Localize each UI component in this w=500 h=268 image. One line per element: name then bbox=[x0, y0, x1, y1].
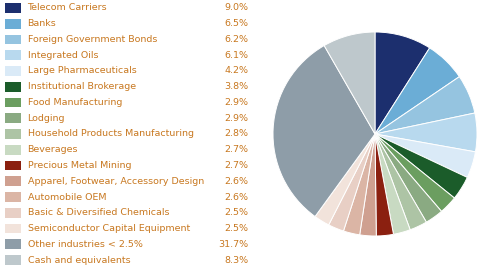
Text: Other industries < 2.5%: Other industries < 2.5% bbox=[28, 240, 142, 249]
Text: 6.5%: 6.5% bbox=[225, 19, 249, 28]
Text: Apparel, Footwear, Accessory Design: Apparel, Footwear, Accessory Design bbox=[28, 177, 204, 186]
Text: 2.7%: 2.7% bbox=[225, 161, 249, 170]
Text: 2.6%: 2.6% bbox=[225, 193, 249, 202]
Bar bbox=[5, 3, 21, 13]
Text: Institutional Brokerage: Institutional Brokerage bbox=[28, 82, 136, 91]
Bar bbox=[5, 66, 21, 76]
Text: Semiconductor Capital Equipment: Semiconductor Capital Equipment bbox=[28, 224, 190, 233]
Bar bbox=[5, 113, 21, 123]
Bar bbox=[5, 50, 21, 60]
Wedge shape bbox=[375, 134, 426, 230]
Text: Precious Metal Mining: Precious Metal Mining bbox=[28, 161, 131, 170]
Bar bbox=[5, 176, 21, 186]
Bar bbox=[5, 98, 21, 107]
Text: Automobile OEM: Automobile OEM bbox=[28, 193, 106, 202]
Text: 31.7%: 31.7% bbox=[218, 240, 249, 249]
Bar bbox=[5, 82, 21, 92]
Text: 8.3%: 8.3% bbox=[224, 256, 249, 265]
Wedge shape bbox=[273, 46, 375, 217]
Text: Beverages: Beverages bbox=[28, 145, 78, 154]
Text: Integrated Oils: Integrated Oils bbox=[28, 51, 98, 60]
Bar bbox=[5, 255, 21, 265]
Wedge shape bbox=[375, 48, 460, 134]
Wedge shape bbox=[375, 134, 468, 198]
Text: Food Manufacturing: Food Manufacturing bbox=[28, 98, 122, 107]
Wedge shape bbox=[375, 134, 476, 177]
Text: Lodging: Lodging bbox=[28, 114, 65, 123]
Text: 3.8%: 3.8% bbox=[224, 82, 249, 91]
Text: Basic & Diversified Chemicals: Basic & Diversified Chemicals bbox=[28, 208, 169, 217]
Wedge shape bbox=[315, 134, 375, 225]
Wedge shape bbox=[360, 134, 376, 236]
Bar bbox=[5, 161, 21, 170]
Bar bbox=[5, 145, 21, 155]
Wedge shape bbox=[375, 113, 477, 152]
Bar bbox=[5, 240, 21, 249]
Text: 2.9%: 2.9% bbox=[225, 114, 249, 123]
Text: 6.1%: 6.1% bbox=[225, 51, 249, 60]
Bar bbox=[5, 19, 21, 28]
Bar bbox=[5, 208, 21, 218]
Text: 2.8%: 2.8% bbox=[225, 129, 249, 139]
Wedge shape bbox=[375, 134, 410, 234]
Text: 2.9%: 2.9% bbox=[225, 98, 249, 107]
Text: Cash and equivalents: Cash and equivalents bbox=[28, 256, 130, 265]
Text: 2.6%: 2.6% bbox=[225, 177, 249, 186]
Text: Telecom Carriers: Telecom Carriers bbox=[28, 3, 107, 12]
Bar bbox=[5, 35, 21, 44]
Wedge shape bbox=[324, 32, 375, 134]
Text: Banks: Banks bbox=[28, 19, 56, 28]
Wedge shape bbox=[375, 134, 394, 236]
Text: Large Pharmaceuticals: Large Pharmaceuticals bbox=[28, 66, 136, 75]
Text: Household Products Manufacturing: Household Products Manufacturing bbox=[28, 129, 194, 139]
Text: 6.2%: 6.2% bbox=[225, 35, 249, 44]
Text: 2.7%: 2.7% bbox=[225, 145, 249, 154]
Text: Foreign Government Bonds: Foreign Government Bonds bbox=[28, 35, 157, 44]
Bar bbox=[5, 192, 21, 202]
Bar bbox=[5, 129, 21, 139]
Wedge shape bbox=[375, 32, 430, 134]
Wedge shape bbox=[344, 134, 375, 235]
Wedge shape bbox=[328, 134, 375, 231]
Text: 2.5%: 2.5% bbox=[225, 208, 249, 217]
Wedge shape bbox=[375, 134, 454, 211]
Wedge shape bbox=[375, 77, 475, 134]
Wedge shape bbox=[375, 134, 442, 222]
Bar bbox=[5, 224, 21, 233]
Text: 2.5%: 2.5% bbox=[225, 224, 249, 233]
Text: 9.0%: 9.0% bbox=[225, 3, 249, 12]
Text: 4.2%: 4.2% bbox=[225, 66, 249, 75]
